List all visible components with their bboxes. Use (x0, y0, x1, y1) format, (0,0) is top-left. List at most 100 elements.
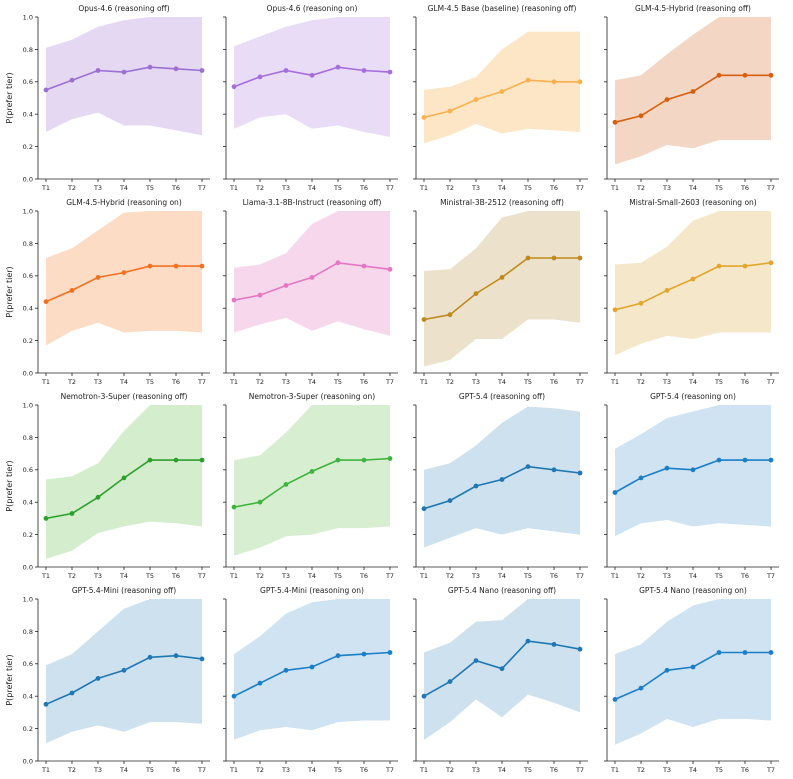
data-point (173, 653, 179, 659)
x-tick-label: T6 (740, 766, 749, 774)
x-tick-label: T3 (662, 572, 671, 580)
y-tick-label: 0.0 (23, 757, 33, 765)
data-point (361, 263, 367, 269)
data-point (95, 676, 101, 681)
x-tick-label: T5 (145, 572, 154, 580)
x-tick-label: T4 (497, 378, 506, 386)
x-tick-label: T2 (255, 766, 264, 774)
x-tick-label: T4 (307, 766, 316, 774)
panel-title: GPT-5.4-Mini (reasoning on) (260, 586, 364, 595)
x-tick-label: T4 (307, 572, 316, 580)
x-tick-label: T7 (766, 572, 775, 580)
interval-band (234, 211, 390, 336)
data-point (690, 467, 696, 473)
y-tick-label: 0.0 (23, 369, 33, 377)
x-tick-label: T7 (575, 378, 584, 386)
y-tick-label: 1.0 (23, 595, 33, 603)
y-tick-label: 0.6 (23, 466, 33, 474)
y-tick-label: 0.2 (23, 337, 33, 345)
interval-band (424, 31, 580, 144)
x-tick-label: T1 (41, 184, 50, 192)
x-tick-label: T2 (67, 184, 76, 192)
x-tick-label: T3 (281, 766, 290, 774)
x-tick-label: T4 (119, 766, 128, 774)
data-point (638, 475, 644, 481)
x-tick-label: T1 (229, 766, 238, 774)
data-point (257, 292, 263, 298)
data-point (95, 494, 101, 500)
x-tick-label: T6 (171, 378, 180, 386)
x-tick-label: T7 (197, 378, 206, 386)
data-point (421, 693, 427, 699)
data-point (147, 457, 153, 463)
data-point (716, 263, 722, 269)
x-tick-label: T6 (171, 184, 180, 192)
x-tick-label: T1 (229, 378, 238, 386)
x-tick-label: T5 (333, 184, 342, 192)
panel-12: T1 T2 T3 T4 T5 T6 T7 GPT-5.4 (reasoning on) (604, 392, 779, 580)
data-point (283, 283, 289, 288)
x-tick-label: T1 (41, 572, 50, 580)
data-point (525, 77, 531, 83)
data-point (95, 275, 101, 280)
data-point (421, 115, 427, 120)
data-point (499, 666, 505, 672)
data-point (231, 693, 237, 699)
data-point (664, 288, 670, 293)
data-point (199, 457, 205, 463)
data-point (768, 260, 774, 266)
x-tick-label: T1 (41, 766, 50, 774)
data-point (447, 108, 453, 114)
panel-title: Opus-4.6 (reasoning off) (78, 4, 169, 13)
y-tick-label: 0.8 (23, 240, 33, 248)
x-tick-label: T2 (67, 378, 76, 386)
data-point (43, 516, 49, 521)
data-point (473, 483, 479, 489)
data-point (257, 499, 263, 505)
panel-title: Mistral-Small-2603 (reasoning on) (629, 198, 757, 207)
x-tick-label: T6 (171, 572, 180, 580)
y-tick-label: 0.2 (23, 143, 33, 151)
x-tick-label: T4 (119, 378, 128, 386)
x-tick-label: T4 (688, 766, 697, 774)
x-tick-label: T3 (662, 378, 671, 386)
data-point (473, 291, 479, 296)
panel-title: GLM-4.5-Hybrid (reasoning on) (66, 198, 182, 207)
data-point (499, 275, 505, 280)
x-tick-label: T6 (359, 184, 368, 192)
data-point (231, 297, 237, 303)
y-tick-label: 0.6 (23, 78, 33, 86)
data-point (525, 638, 531, 644)
x-tick-label: T3 (93, 766, 102, 774)
data-point (335, 457, 341, 463)
data-point (257, 680, 263, 686)
x-tick-label: T4 (307, 378, 316, 386)
interval-band (615, 599, 771, 745)
data-point (742, 457, 748, 463)
data-point (551, 79, 557, 85)
x-tick-label: T7 (197, 572, 206, 580)
panel-3: T1 T2 T3 T4 T5 T6 T7 GLM-4.5 Base (baseline) (r… (413, 4, 588, 192)
x-tick-label: T4 (119, 184, 128, 192)
x-tick-label: T2 (255, 184, 264, 192)
interval-band (234, 405, 390, 556)
interval-band (234, 599, 390, 740)
x-tick-label: T1 (229, 572, 238, 580)
y-tick-label: 0.4 (23, 111, 33, 119)
x-tick-label: T2 (636, 766, 645, 774)
panel-title: GPT-5.4 Nano (reasoning off) (448, 586, 556, 595)
interval-band (424, 406, 580, 548)
data-point (742, 650, 748, 655)
x-tick-label: T3 (281, 184, 290, 192)
panel-16: T1 T2 T3 T4 T5 T6 T7 GPT-5.4 Nano (reasoning on… (604, 586, 779, 774)
panel-10: T1 T2 T3 T4 T5 T6 T7 Nemotron-3-Super (reasonin… (223, 392, 398, 580)
x-tick-label: T6 (740, 572, 749, 580)
data-point (121, 270, 127, 275)
x-tick-label: T7 (385, 378, 394, 386)
panel-title: Nemotron-3-Super (reasoning on) (249, 392, 375, 401)
data-point (551, 642, 557, 647)
x-tick-label: T2 (445, 766, 454, 774)
interval-band (424, 211, 580, 367)
y-tick-label: 0.2 (23, 531, 33, 539)
x-tick-label: T3 (93, 184, 102, 192)
